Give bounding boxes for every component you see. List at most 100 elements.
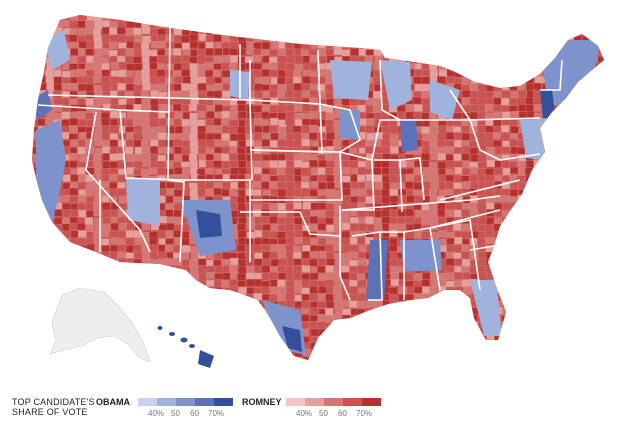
county-cell [238, 307, 247, 315]
county-cell [524, 20, 534, 28]
county-cell [550, 308, 559, 316]
county-cell [32, 70, 39, 79]
county-cell [230, 322, 239, 330]
county-cell [494, 146, 504, 154]
county-cell [118, 223, 128, 231]
county-cell [549, 152, 558, 161]
county-cell [53, 245, 62, 253]
county-cell [430, 55, 439, 64]
county-cell [68, 34, 78, 42]
county-cell [158, 266, 167, 275]
county-cell [116, 188, 126, 196]
county-cell [590, 125, 600, 133]
county-cell [356, 15, 366, 21]
county-cell [318, 250, 327, 259]
county-cell [493, 62, 503, 71]
county-cell [117, 153, 126, 161]
county-cell [446, 356, 456, 360]
county-cell [317, 41, 326, 49]
county-cell [422, 272, 431, 280]
county-cell [149, 357, 158, 360]
county-cell [269, 286, 279, 295]
county-cell [454, 40, 463, 49]
county-cell [390, 20, 399, 28]
county-cell [461, 132, 470, 141]
county-cell [589, 84, 598, 93]
county-cell [237, 252, 246, 261]
county-cell [190, 363, 198, 370]
county-cell [502, 111, 511, 119]
county-cell [109, 119, 119, 127]
county-cell [437, 202, 446, 210]
county-cell [133, 42, 142, 50]
county-cell [32, 336, 40, 344]
county-cell [32, 40, 38, 49]
county-cell [358, 188, 367, 196]
county-cell [77, 273, 86, 281]
county-cell [501, 90, 510, 98]
county-cell [574, 342, 583, 350]
county-cell [245, 300, 254, 308]
county-cell [445, 174, 454, 183]
county-cell [325, 189, 335, 197]
county-cell [78, 364, 86, 371]
county-cell [501, 216, 510, 224]
county-cell [197, 125, 206, 134]
county-cell [461, 299, 470, 308]
county-cell [349, 265, 358, 274]
county-cell [517, 321, 527, 329]
county-cell [149, 56, 158, 64]
county-cell [32, 20, 38, 28]
county-cell [32, 308, 39, 316]
county-cell [405, 49, 414, 57]
county-cell [213, 152, 223, 161]
obama-tick-50: 50 [171, 409, 180, 418]
county-cell [326, 181, 336, 190]
county-cell [93, 91, 103, 99]
county-cell [317, 349, 327, 357]
county-cell [573, 258, 583, 266]
county-cell [125, 285, 134, 294]
county-cell [597, 182, 604, 190]
county-cell [102, 202, 111, 210]
county-cell [230, 336, 239, 344]
county-cell [334, 307, 344, 315]
county-cell [462, 145, 471, 154]
county-cell [580, 125, 590, 133]
county-cell [461, 223, 471, 232]
county-cell [61, 97, 71, 105]
county-cell [518, 308, 527, 317]
county-cell [413, 76, 422, 84]
county-cell [390, 35, 399, 43]
county-cell [574, 118, 583, 127]
county-cell [173, 287, 182, 296]
county-cell [118, 257, 127, 266]
county-cell [214, 300, 223, 308]
county-cell [597, 244, 604, 253]
county-cell [197, 175, 206, 183]
county-cell [221, 90, 231, 98]
county-cell [61, 237, 71, 246]
county-cell [239, 364, 247, 371]
county-cell [229, 300, 238, 308]
county-cell [381, 15, 390, 21]
county-cell [445, 15, 454, 22]
county-cell [32, 321, 39, 329]
county-cell [542, 217, 552, 225]
county-cell [380, 356, 390, 360]
county-cell [565, 139, 575, 147]
county-cell [236, 343, 246, 351]
county-cell [358, 223, 367, 231]
county-cell [325, 217, 334, 225]
county-cell [510, 75, 519, 84]
county-cell [358, 349, 367, 357]
county-cell [294, 63, 304, 71]
county-cell [69, 356, 78, 360]
county-cell [166, 223, 175, 231]
county-cell [581, 363, 589, 370]
county-cell [574, 21, 583, 30]
county-cell [421, 76, 430, 85]
county-cell [317, 202, 327, 210]
county-cell [32, 55, 38, 64]
county-cell [510, 217, 520, 225]
